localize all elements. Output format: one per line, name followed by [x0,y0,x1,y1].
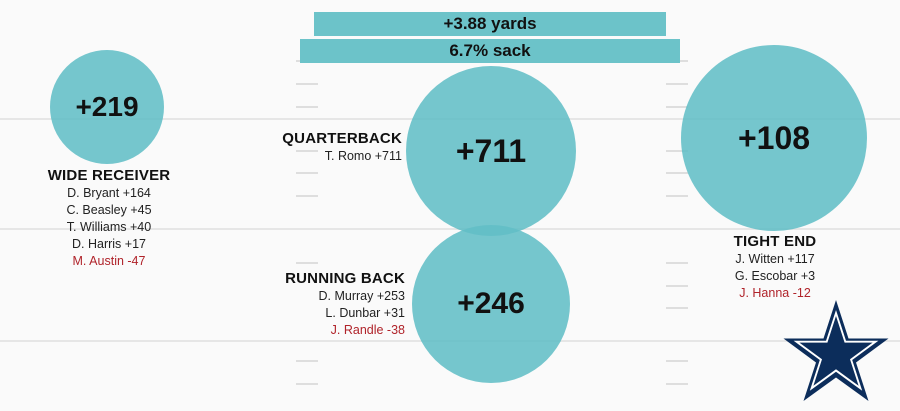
wide-receiver-players: D. Bryant +164 C. Beasley +45 T. William… [20,185,198,270]
wide-receiver-group: WIDE RECEIVER D. Bryant +164 C. Beasley … [20,167,198,270]
tight-end-players: J. Witten +117 G. Escobar +3 J. Hanna -1… [685,251,865,302]
player-entry-negative: J. Randle -38 [330,323,405,337]
player-entry: T. Romo +711 [324,149,402,163]
wide-receiver-total: +219 [75,91,139,122]
hash-mark [666,83,688,85]
running-back-players: D. Murray +253 L. Dunbar +31 J. Randle -… [222,288,406,339]
hash-mark [296,383,318,385]
yards-stat-label: +3.88 yards [443,14,537,33]
player-entry-negative: M. Austin -47 [72,254,146,268]
hash-mark [666,150,688,152]
hash-mark [296,262,318,264]
quarterback-title: QUARTERBACK [282,130,402,147]
star-fill [799,316,873,386]
hash-mark [296,150,318,152]
hash-mark [296,360,318,362]
tight-end-group: TIGHT END J. Witten +117 G. Escobar +3 J… [685,233,865,302]
hash-mark [296,172,318,174]
player-entry: D. Harris +17 [72,237,146,251]
quarterback-total: +711 [455,132,527,169]
player-entry: J. Witten +117 [735,252,815,266]
hash-mark [296,106,318,108]
wide-receiver-title: WIDE RECEIVER [47,167,171,184]
hash-mark [666,383,688,385]
player-entry: T. Williams +40 [66,220,152,234]
hash-mark [666,307,688,309]
hash-mark [666,106,688,108]
yard-line [0,228,900,230]
hash-mark [296,83,318,85]
yards-stat-bar: +3.88 yards [314,12,666,36]
player-entry-negative: J. Hanna -12 [739,286,811,300]
hash-mark [296,195,318,197]
wide-receiver-circle: +219 [50,50,164,164]
running-back-title: RUNNING BACK [285,270,405,287]
player-entry: C. Beasley +45 [66,203,152,217]
tight-end-circle: +108 [681,45,867,231]
quarterback-group: QUARTERBACK T. Romo +711 [222,130,402,165]
tight-end-total: +108 [737,119,811,156]
quarterback-players: T. Romo +711 [222,148,402,165]
running-back-group: RUNNING BACK D. Murray +253 L. Dunbar +3… [222,270,405,339]
hash-mark [666,172,688,174]
tight-end-title: TIGHT END [733,233,817,250]
hash-mark [666,262,688,264]
running-back-total: +246 [457,287,525,320]
sack-stat-bar: 6.7% sack [300,39,680,63]
sack-stat-label: 6.7% sack [449,41,531,60]
player-entry: L. Dunbar +31 [325,306,405,320]
player-entry: D. Murray +253 [318,289,406,303]
player-entry: G. Escobar +3 [734,269,816,283]
running-back-circle: +246 [412,225,570,383]
hash-mark [666,285,688,287]
star-icon [783,300,889,401]
hash-mark [666,360,688,362]
player-entry: D. Bryant +164 [67,186,151,200]
quarterback-circle: +711 [406,66,576,236]
hash-mark [666,195,688,197]
